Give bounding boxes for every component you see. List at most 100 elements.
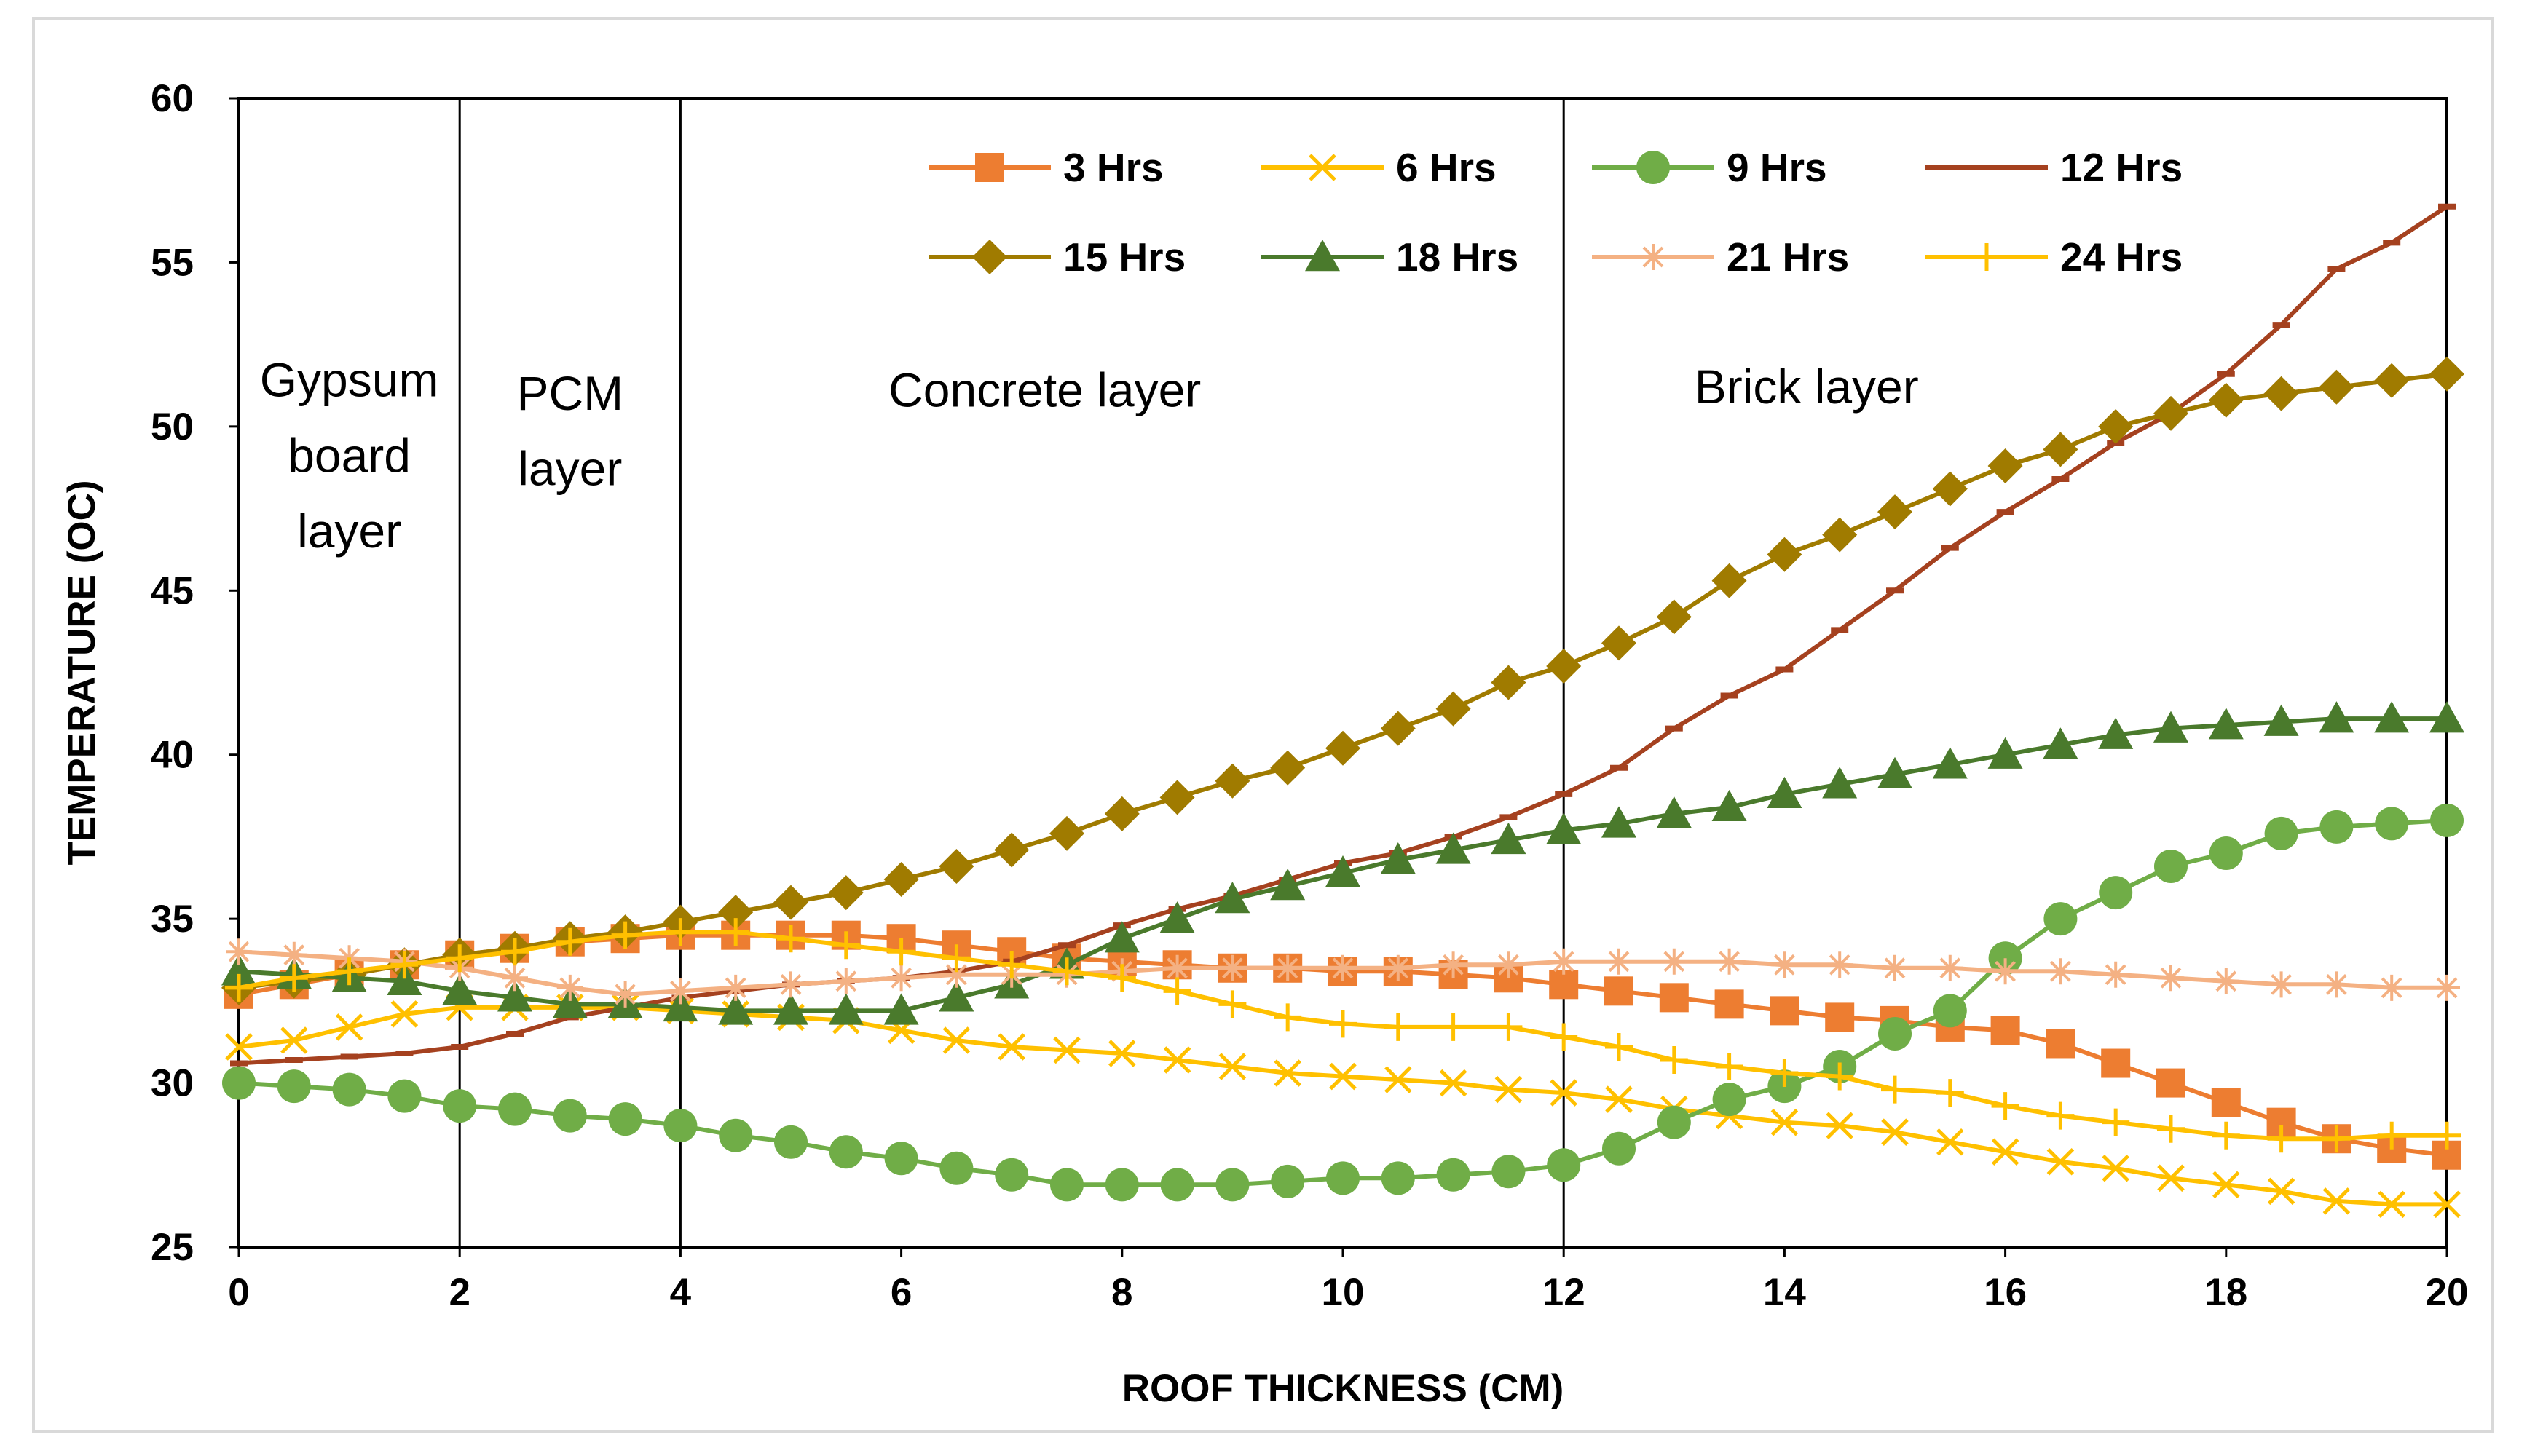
data-point [2153, 395, 2188, 431]
data-point [2208, 382, 2244, 418]
data-point [2211, 1088, 2241, 1117]
data-point [2374, 701, 2410, 733]
legend-swatch-marker [1973, 243, 2000, 271]
data-point [225, 973, 253, 1002]
data-point [1440, 951, 1467, 978]
x-tick-label: 0 [228, 1271, 249, 1314]
data-point [1877, 494, 1912, 530]
data-point [722, 974, 749, 1001]
data-point [225, 1033, 253, 1061]
data-point [778, 971, 804, 998]
data-point [1716, 948, 1743, 975]
region-label: Concrete layer [888, 363, 1201, 416]
data-point [1160, 1168, 1194, 1202]
legend-label: 9 Hrs [1727, 145, 1827, 190]
data-point [774, 1125, 808, 1159]
data-point [1656, 796, 1692, 828]
legend-item-6-hrs: 6 Hrs [1261, 145, 1497, 190]
data-point [1435, 832, 1471, 864]
data-point [1271, 1164, 1305, 1198]
data-point [553, 1099, 587, 1133]
series-18-hrs [221, 701, 2464, 1025]
x-tick-label: 12 [1542, 1271, 1585, 1314]
data-point [1936, 1128, 1964, 1156]
data-point [1715, 1053, 1743, 1081]
data-point [2378, 1121, 2406, 1150]
data-point [1990, 1016, 2020, 1045]
data-point [390, 951, 419, 979]
data-point [1215, 882, 1250, 914]
x-tick-label: 18 [2204, 1271, 2247, 1314]
data-point [2101, 1048, 2131, 1078]
legend-label: 3 Hrs [1063, 145, 1164, 190]
legend-item-15-hrs: 15 Hrs [929, 234, 1186, 280]
data-point [1436, 1158, 1470, 1192]
x-tick-label: 6 [891, 1271, 912, 1314]
data-point [221, 954, 256, 986]
data-point [1049, 815, 1084, 851]
data-point [1932, 471, 1968, 507]
data-point [1215, 1168, 1250, 1202]
data-point [1270, 750, 1306, 786]
region-label: Gypsum [260, 353, 439, 407]
data-point [1877, 756, 1912, 788]
data-point [1878, 1016, 1912, 1051]
data-point [608, 1102, 642, 1136]
data-point [1381, 1161, 1415, 1195]
data-point [1712, 1083, 1746, 1117]
legend-swatch-marker [1305, 240, 1340, 272]
data-point [1495, 951, 1522, 978]
data-point [1494, 1013, 1523, 1041]
legend-item-21-hrs: 21 Hrs [1592, 234, 1849, 280]
data-point [2264, 816, 2298, 850]
data-point [2153, 711, 2188, 743]
data-point [222, 1066, 256, 1100]
data-point [2043, 727, 2078, 759]
y-tick-label: 35 [151, 898, 194, 941]
data-point [2429, 701, 2464, 733]
data-point [277, 1069, 311, 1104]
x-axis-title: ROOF THICKNESS (CM) [1122, 1367, 1564, 1410]
data-point [2209, 836, 2243, 870]
data-point [2102, 1155, 2129, 1182]
data-point [942, 1026, 971, 1054]
data-point [226, 938, 252, 965]
data-point [1714, 989, 1744, 1019]
data-point [1329, 1062, 1357, 1091]
data-point [2374, 363, 2410, 398]
data-point [1163, 1046, 1191, 1074]
data-point [387, 963, 422, 996]
data-point [2267, 1125, 2295, 1153]
data-point [2263, 704, 2299, 736]
data-point [1274, 1003, 1302, 1032]
legend-item-3-hrs: 3 Hrs [929, 145, 1164, 190]
data-point [2043, 902, 2078, 936]
data-point [1936, 1079, 1964, 1107]
data-point [280, 1026, 308, 1054]
data-point [1767, 776, 1802, 809]
data-point [2046, 1148, 2075, 1176]
data-point [501, 938, 529, 966]
data-point [888, 965, 915, 992]
legend-swatch-marker [1309, 154, 1336, 181]
data-point [1826, 951, 1853, 978]
y-tick-label: 40 [151, 734, 194, 777]
data-point [832, 968, 859, 994]
data-point [1491, 822, 1526, 855]
data-point [1991, 1138, 2019, 1166]
x-tick-label: 14 [1763, 1271, 1806, 1314]
y-tick-label: 25 [151, 1226, 194, 1269]
data-point [2212, 1121, 2240, 1150]
data-point [2263, 376, 2299, 411]
data-point [884, 1142, 918, 1176]
plot-area [237, 97, 2448, 1249]
x-tick-label: 16 [1984, 1271, 2027, 1314]
data-point [2154, 850, 2188, 884]
x-tick-label: 2 [449, 1271, 470, 1314]
data-point [2433, 1190, 2461, 1219]
legend-label: 12 Hrs [2060, 145, 2183, 190]
legend-label: 6 Hrs [1396, 145, 1497, 190]
data-point [1053, 1036, 1081, 1064]
legend-label: 18 Hrs [1396, 234, 1518, 280]
data-point [939, 1151, 974, 1185]
